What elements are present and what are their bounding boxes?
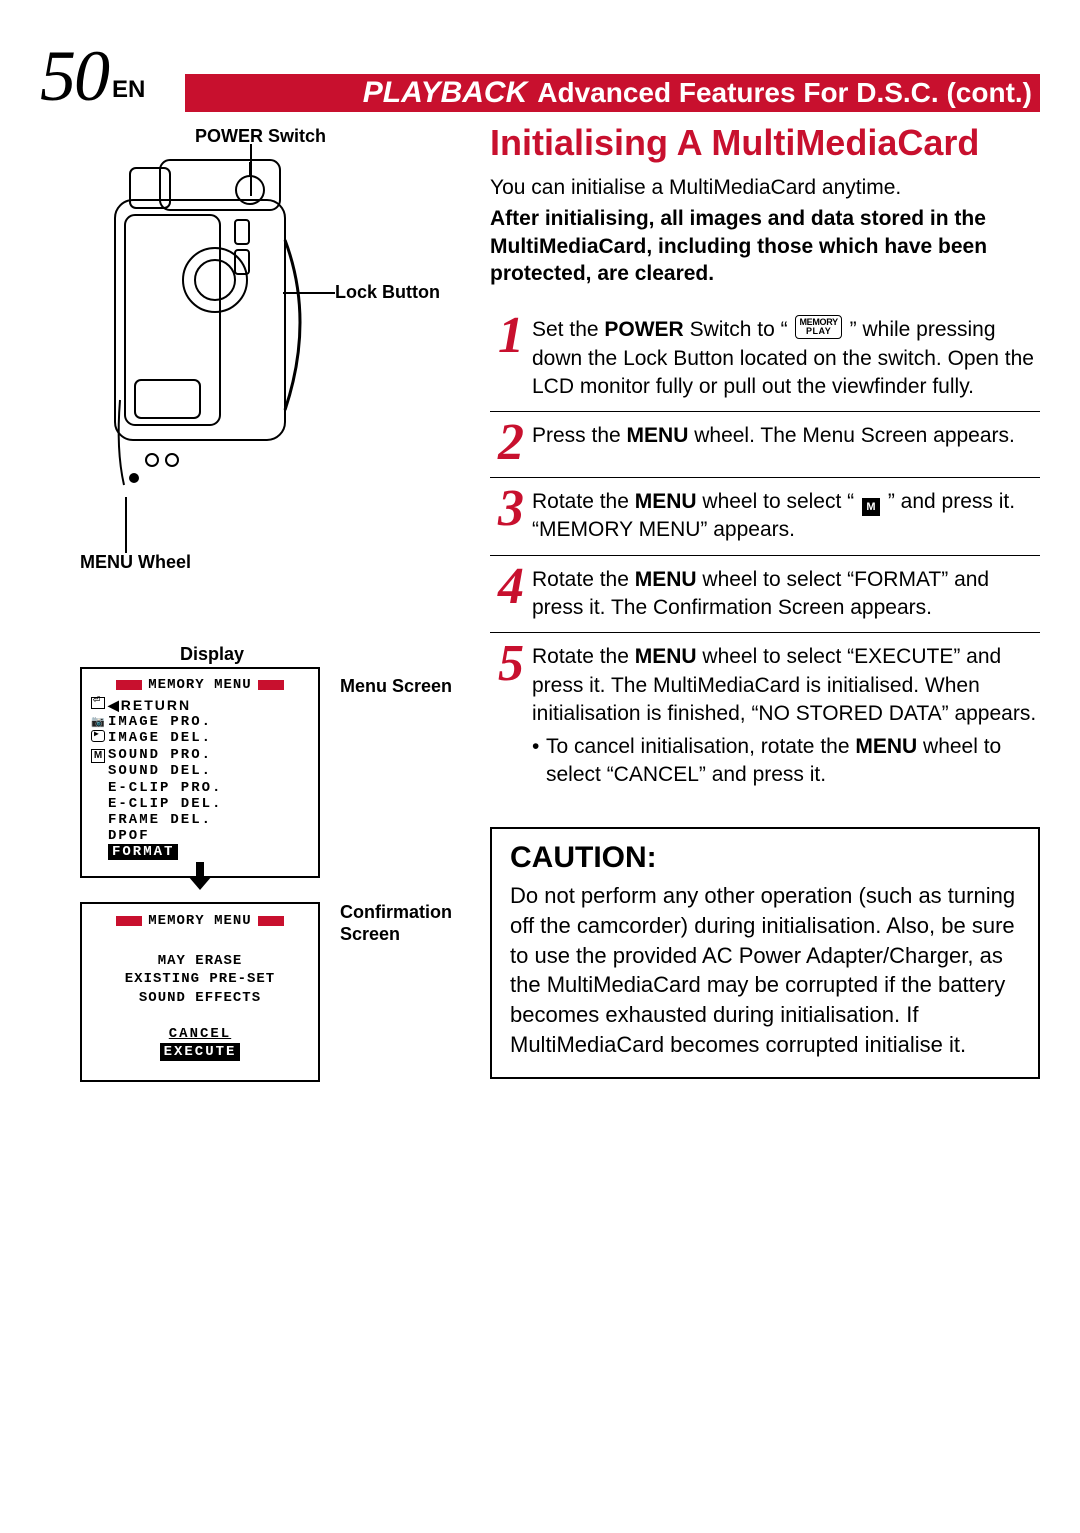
camera-illustration — [110, 150, 320, 500]
confirm-header: MEMORY MENU — [88, 912, 312, 930]
red-block-icon — [258, 916, 284, 926]
menu-item: SOUND DEL. — [88, 763, 312, 779]
label-lock-button: Lock Button — [335, 282, 440, 303]
step-1: 1 Set the POWER Switch to “ MEMORYPLAY ”… — [490, 305, 1040, 412]
menu-item: DPOF — [88, 828, 312, 844]
section-title: Initialising A MultiMediaCard — [490, 122, 1040, 164]
menu-header: MEMORY MENU — [88, 677, 312, 693]
leader-line — [125, 497, 127, 553]
caution-box: CAUTION: Do not perform any other operat… — [490, 827, 1040, 1079]
step-number: 1 — [490, 313, 532, 401]
step-number: 2 — [490, 420, 532, 467]
steps-list: 1 Set the POWER Switch to “ MEMORYPLAY ”… — [490, 305, 1040, 799]
step-body: Rotate the MENU wheel to select “ M ” an… — [532, 486, 1040, 545]
menu-item-label: SOUND DEL. — [108, 763, 212, 779]
intro-bold: After initialising, all images and data … — [490, 205, 1040, 287]
step-body: Set the POWER Switch to “ MEMORYPLAY ” w… — [532, 313, 1040, 401]
camera-icon — [88, 714, 108, 730]
label-menu-screen: Menu Screen — [340, 676, 452, 697]
m-icon: M — [91, 749, 105, 763]
step-body: Rotate the MENU wheel to select “EXECUTE… — [532, 641, 1040, 789]
down-arrow-icon — [188, 862, 212, 895]
menu-item-label: DPOF — [108, 828, 150, 844]
menu-item-label: IMAGE DEL. — [108, 730, 212, 747]
step-3: 3 Rotate the MENU wheel to select “ M ” … — [490, 478, 1040, 556]
step-number: 5 — [490, 641, 532, 789]
left-column: POWER Switch Lock Button MENU Wheel Disp… — [40, 122, 460, 1079]
confirm-execute: EXECUTE — [160, 1043, 241, 1061]
menu-item-label: FRAME DEL. — [108, 812, 212, 828]
banner-playback: PLAYBACK — [363, 76, 527, 110]
menu-item: E-CLIP PRO. — [88, 780, 312, 796]
label-confirmation-screen: Confirmation Screen — [340, 902, 460, 945]
menu-item: ◀RETURN — [88, 697, 312, 714]
caution-body: Do not perform any other operation (such… — [510, 881, 1020, 1059]
page-number: 50 — [40, 40, 108, 112]
menu-item-label: E-CLIP PRO. — [108, 780, 222, 796]
menu-item-label: E-CLIP DEL. — [108, 796, 222, 812]
red-block-icon — [258, 680, 284, 690]
memory-play-icon: MEMORYPLAY — [795, 315, 841, 339]
right-column: Initialising A MultiMediaCard You can in… — [490, 122, 1040, 1079]
play-icon — [91, 730, 105, 742]
confirm-title: MEMORY MENU — [148, 912, 251, 930]
page-lang: EN — [112, 76, 145, 104]
page-header: 50 EN PLAYBACK Advanced Features For D.S… — [40, 40, 1040, 112]
step-5: 5 Rotate the MENU wheel to select “EXECU… — [490, 633, 1040, 799]
step-body: Press the MENU wheel. The Menu Screen ap… — [532, 420, 1015, 467]
label-power-switch: POWER Switch — [195, 126, 326, 147]
menu-item: FRAME DEL. — [88, 812, 312, 828]
menu-item-label: IMAGE PRO. — [108, 714, 212, 730]
red-block-icon — [116, 916, 142, 926]
menu-item-highlighted: FORMAT — [88, 844, 312, 860]
intro-line: You can initialise a MultiMediaCard anyt… — [490, 174, 1040, 201]
menu-format-label: FORMAT — [108, 844, 178, 860]
step-number: 3 — [490, 486, 532, 545]
banner-rest: Advanced Features For D.S.C. (cont.) — [537, 77, 1032, 109]
label-menu-wheel: MENU Wheel — [80, 552, 191, 573]
menu-item: M SOUND PRO. — [88, 747, 312, 763]
return-icon — [91, 697, 105, 709]
step-2: 2 Press the MENU wheel. The Menu Screen … — [490, 412, 1040, 478]
menu-item-label: ◀RETURN — [108, 697, 191, 714]
menu-item: IMAGE PRO. — [88, 714, 312, 730]
confirm-warning: MAY ERASE EXISTING PRE-SET SOUND EFFECTS — [88, 952, 312, 1007]
menu-title: MEMORY MENU — [148, 677, 251, 693]
menu-item: E-CLIP DEL. — [88, 796, 312, 812]
step-number: 4 — [490, 564, 532, 623]
menu-screen-display: MEMORY MENU ◀RETURN IMAGE PRO. IMAGE DEL… — [80, 667, 320, 878]
confirm-cancel: CANCEL — [88, 1025, 312, 1043]
step-body: Rotate the MENU wheel to select “FORMAT”… — [532, 564, 1040, 623]
menu-item-label: SOUND PRO. — [108, 747, 212, 763]
m-icon: M — [862, 498, 880, 516]
label-display: Display — [180, 644, 244, 665]
section-banner: PLAYBACK Advanced Features For D.S.C. (c… — [185, 74, 1040, 112]
step-4: 4 Rotate the MENU wheel to select “FORMA… — [490, 556, 1040, 634]
red-block-icon — [116, 680, 142, 690]
step-sub: • To cancel initialisation, rotate the M… — [532, 733, 1040, 790]
caution-title: CAUTION: — [510, 841, 1020, 875]
menu-item: IMAGE DEL. — [88, 730, 312, 747]
confirmation-screen-display: MEMORY MENU MAY ERASE EXISTING PRE-SET S… — [80, 902, 320, 1082]
